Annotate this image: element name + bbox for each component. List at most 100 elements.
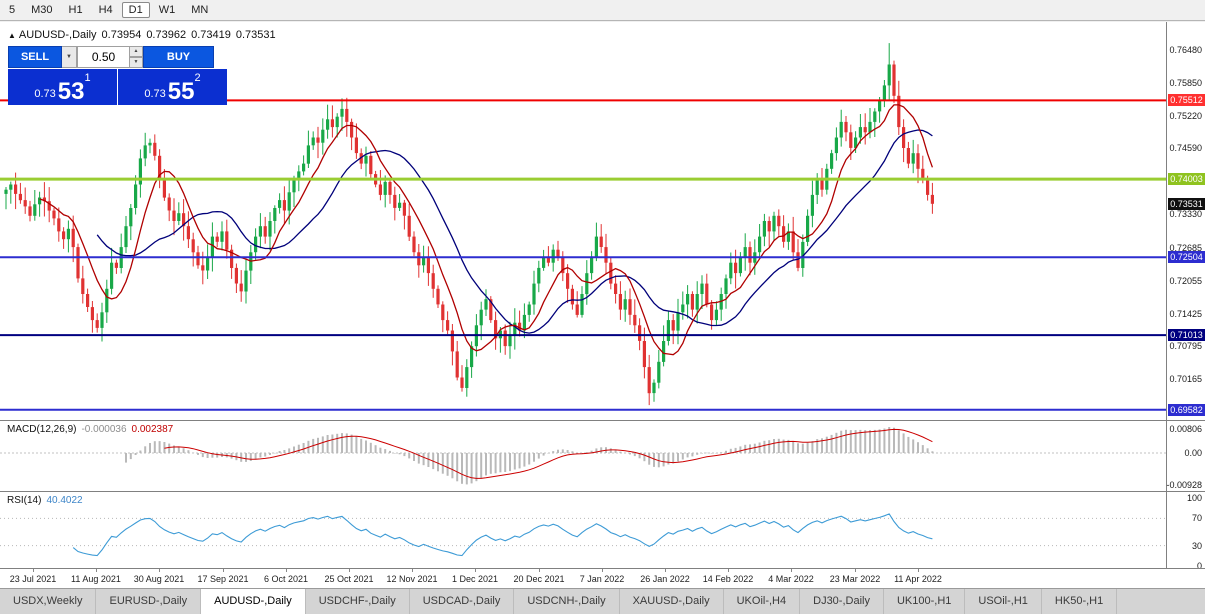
date-axis-label: 17 Sep 2021 [197, 574, 249, 584]
date-tick [918, 569, 919, 572]
volume-down-icon[interactable]: ▼ [130, 57, 143, 68]
timeframe-button-m30[interactable]: M30 [31, 4, 53, 16]
price-axis[interactable]: 0.76480 0.75850 0.75220 0.74590 0.73330 0.726… [1166, 22, 1205, 571]
timeframe-button-5[interactable]: 5 [9, 4, 16, 16]
rsi-value: 40.4022 [46, 495, 83, 506]
date-axis-label: 6 Oct 2021 [263, 574, 309, 584]
price-axis-label: 0.75850 [1169, 78, 1202, 88]
chart-tab-usdcnh-daily[interactable]: USDCNH-,Daily [514, 589, 620, 614]
ohlc-close: 0.73531 [235, 29, 276, 41]
volume-up-icon[interactable]: ▲ [130, 46, 143, 57]
date-axis-label: 25 Oct 2021 [324, 574, 374, 584]
date-axis-label: 4 Mar 2022 [768, 574, 814, 584]
buy-button[interactable]: BUY [143, 46, 214, 68]
buy-quote[interactable]: 0.73 55 2 [118, 69, 227, 105]
macd-axis-label: 0.00806 [1169, 424, 1202, 434]
chart-tab-usoil-h1[interactable]: USOil-,H1 [965, 589, 1042, 614]
volume-dropdown-icon[interactable]: ▼ [62, 46, 77, 68]
chart-tab-bar: USDX,Weekly EURUSD-,Daily AUDUSD-,Daily USD… [0, 588, 1205, 614]
timeframe-button-h1[interactable]: H1 [68, 4, 83, 16]
chart-tab-usdx-weekly[interactable]: USDX,Weekly [0, 589, 97, 614]
volume-input[interactable] [77, 46, 130, 68]
date-axis-label: 1 Dec 2021 [451, 574, 499, 584]
timeframe-toolbar: 5 M30 H1 H4 D1 W1 MN [0, 0, 1205, 21]
chart-tab-hk50-h1[interactable]: HK50-,H1 [1041, 589, 1118, 614]
date-tick [791, 569, 792, 572]
price-chart[interactable] [0, 22, 1166, 420]
buy-price-big: 55 [167, 78, 195, 105]
price-line-tag: 0.69582 [1168, 404, 1205, 416]
date-axis-label: 12 Nov 2021 [386, 574, 438, 584]
rsi-axis-label: 100 [1186, 493, 1202, 503]
date-tick [349, 569, 350, 572]
date-axis-label: 14 Feb 2022 [702, 574, 754, 584]
ohlc-header: ▲ AUDUSD-,Daily 0.73954 0.73962 0.73419 0.735… [8, 29, 281, 41]
date-axis-label: 23 Mar 2022 [829, 574, 881, 584]
ohlc-open: 0.73954 [101, 29, 142, 41]
sell-price-big: 53 [57, 78, 85, 105]
chart-tab-eurusd-daily[interactable]: EURUSD-,Daily [96, 589, 202, 614]
price-axis-label: 0.76480 [1169, 45, 1202, 55]
volume-spinner: ▲ ▼ [130, 46, 143, 68]
date-axis-label: 7 Jan 2022 [579, 574, 625, 584]
macd-panel[interactable]: MACD(12,26,9) -0.000036 0.002387 [0, 421, 1166, 491]
sell-quote[interactable]: 0.73 53 1 [8, 69, 117, 105]
date-tick [33, 569, 34, 572]
sell-button[interactable]: SELL [8, 46, 62, 68]
date-tick [539, 569, 540, 572]
date-tick [286, 569, 287, 572]
rsi-label: RSI(14) 40.4022 [7, 495, 88, 506]
chart-tab-xauusd-daily[interactable]: XAUUSD-,Daily [619, 589, 724, 614]
buy-price-sup: 2 [194, 72, 201, 84]
one-click-trading-panel: SELL ▼ ▲ ▼ BUY 0.73 53 1 0.73 55 2 [8, 46, 227, 105]
chart-tab-uk100-h1[interactable]: UK100-,H1 [883, 589, 966, 614]
panel-divider-rsi[interactable] [0, 491, 1205, 492]
timeframe-button-mn[interactable]: MN [191, 4, 209, 16]
chart-tab-dj30-daily[interactable]: DJ30-,Daily [800, 589, 884, 614]
macd-label: MACD(12,26,9) -0.000036 0.002387 [7, 424, 178, 435]
date-tick [475, 569, 476, 572]
macd-chart[interactable] [0, 421, 1166, 491]
date-axis-label: 11 Aug 2021 [71, 574, 121, 584]
chart-tab-usdcad-daily[interactable]: USDCAD-,Daily [409, 589, 515, 614]
date-axis-label: 11 Apr 2022 [894, 574, 942, 584]
date-tick [223, 569, 224, 572]
rsi-axis-label: 70 [1191, 513, 1202, 523]
date-tick [855, 569, 856, 572]
price-axis-label: 0.70795 [1169, 341, 1202, 351]
symbol-title: AUDUSD-,Daily [18, 29, 97, 41]
price-axis-label: 0.72685 [1169, 243, 1202, 253]
up-arrow-icon: ▲ [8, 31, 16, 40]
macd-signal-value: 0.002387 [131, 424, 174, 435]
chart-tab-usdchf-daily[interactable]: USDCHF-,Daily [305, 589, 410, 614]
date-tick [728, 569, 729, 572]
rsi-axis-label: 0 [1196, 561, 1202, 571]
buy-price-small: 0.73 [144, 88, 166, 100]
price-line-tag: 0.72504 [1168, 251, 1205, 263]
date-axis[interactable]: 23 Jul 2021 11 Aug 2021 30 Aug 2021 17 Sep … [0, 569, 1205, 588]
macd-axis-label: 0.00 [1184, 448, 1202, 458]
rsi-panel[interactable]: RSI(14) 40.4022 [0, 492, 1166, 569]
rsi-name: RSI(14) [7, 495, 42, 506]
macd-name: MACD(12,26,9) [7, 424, 77, 435]
timeframe-button-w1[interactable]: W1 [158, 4, 176, 16]
price-line-tag: 0.74003 [1168, 173, 1205, 185]
rsi-chart[interactable] [0, 492, 1166, 569]
price-line-tag: 0.71013 [1168, 329, 1205, 341]
panel-divider-macd[interactable] [0, 420, 1205, 421]
date-axis-label: 23 Jul 2021 [9, 574, 57, 584]
timeframe-button-d1[interactable]: D1 [121, 2, 150, 18]
price-axis-label: 0.75220 [1169, 111, 1202, 121]
chart-tab-audusd-daily[interactable]: AUDUSD-,Daily [201, 589, 306, 614]
date-axis-label: 20 Dec 2021 [513, 574, 565, 584]
sell-price-sup: 1 [84, 72, 91, 84]
date-tick [602, 569, 603, 572]
price-line-tag: 0.75512 [1168, 94, 1205, 106]
sell-price-small: 0.73 [34, 88, 56, 100]
ohlc-high: 0.73962 [146, 29, 187, 41]
macd-main-value: -0.000036 [81, 424, 127, 435]
timeframe-button-h4[interactable]: H4 [98, 4, 113, 16]
date-axis-label: 26 Jan 2022 [640, 574, 690, 584]
chart-tab-ukoil-h4[interactable]: UKOil-,H4 [723, 589, 801, 614]
date-tick [412, 569, 413, 572]
